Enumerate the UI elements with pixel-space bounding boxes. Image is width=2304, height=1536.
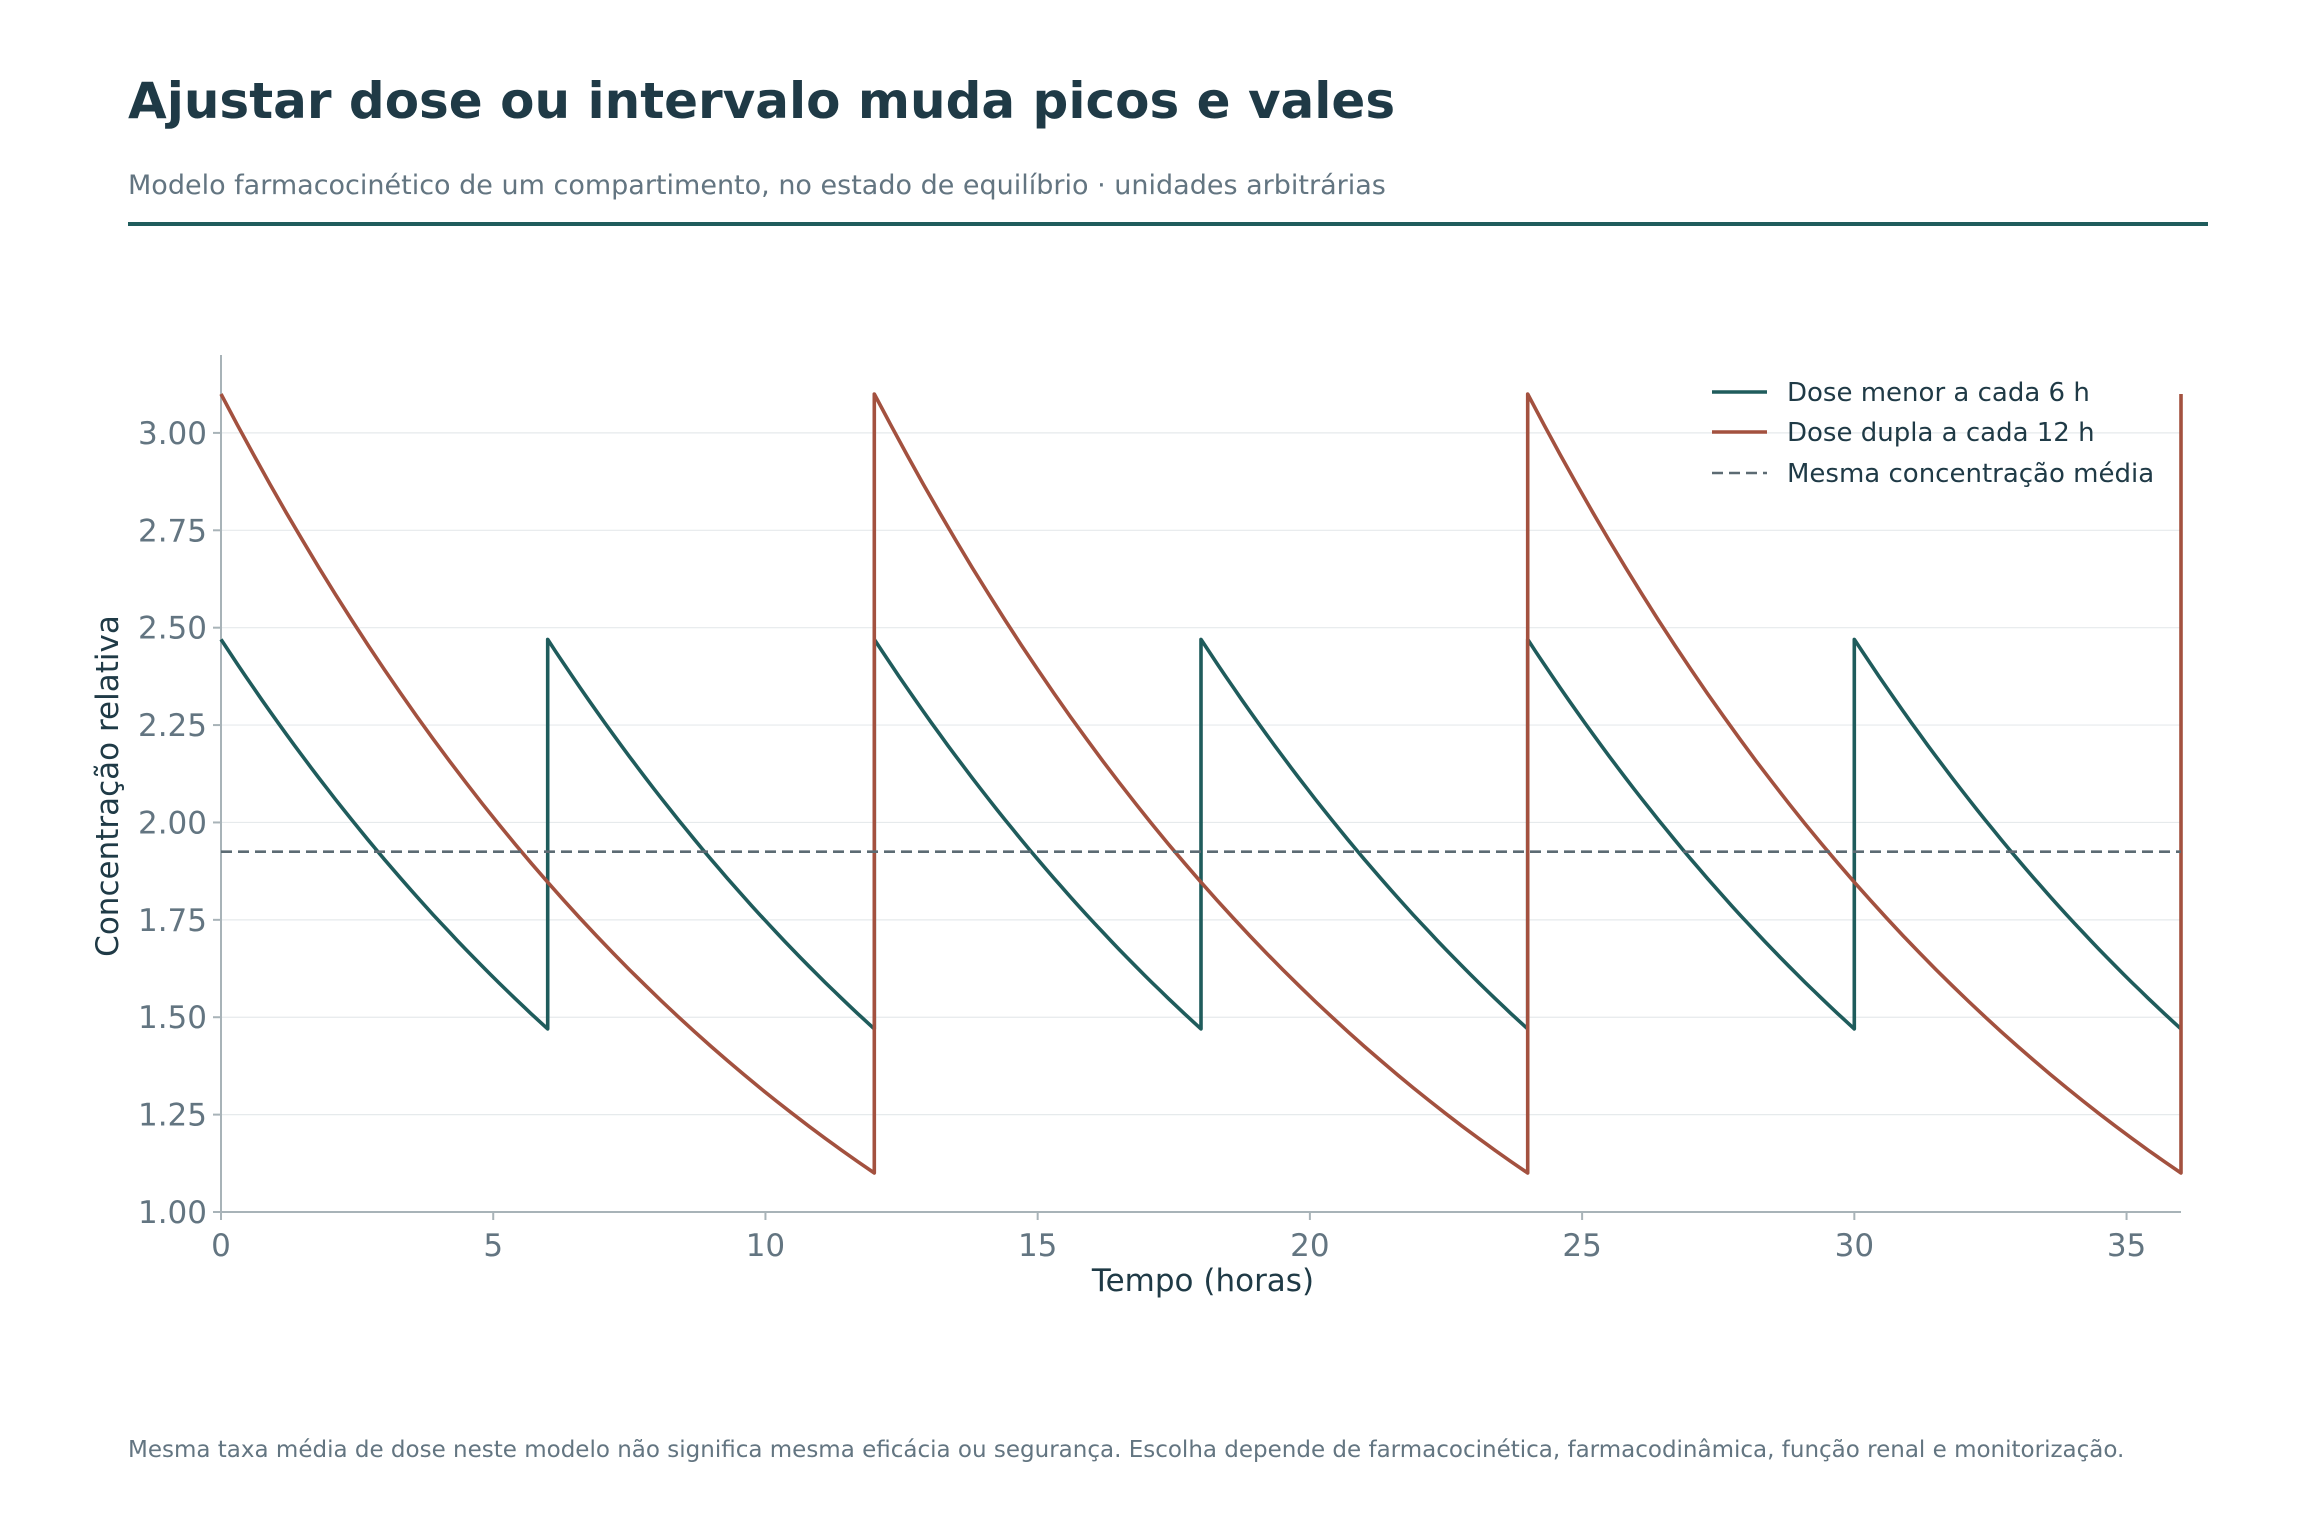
page-subtitle: Modelo farmacocinético de um compartimen… [128,170,1386,201]
series-lines [219,392,2183,1175]
y-tick-label: 2.00 [138,805,207,841]
x-tick-label: 15 [1018,1228,1057,1264]
header-divider [128,222,2208,226]
axes: 1.00 1.25 1.50 1.75 2.00 2.25 2.50 2.75 3.00 0 5 10… [138,355,2181,1264]
legend: Dose menor a cada 6 h Dose dupla a cada 1… [1712,378,2154,489]
y-tick-label: 1.50 [138,1000,207,1036]
legend-label: Dose menor a cada 6 h [1787,378,2090,408]
series-line-12h [219,392,2183,1175]
y-tick-label: 2.75 [138,513,207,549]
x-tick-label: 25 [1562,1228,1601,1264]
x-tick-label: 10 [746,1228,785,1264]
y-tick-label: 1.00 [138,1195,207,1231]
y-tick-label: 3.00 [138,416,207,452]
page-title: Ajustar dose ou intervalo muda picos e v… [128,72,1396,130]
legend-label: Mesma concentração média [1787,459,2154,489]
x-tick-label: 35 [2107,1228,2146,1264]
x-tick-label: 5 [483,1228,503,1264]
legend-label: Dose dupla a cada 12 h [1787,418,2095,448]
series-line-6h [219,637,2183,1031]
x-tick-label: 20 [1290,1228,1329,1264]
footnote: Mesma taxa média de dose neste modelo nã… [128,1437,2125,1463]
y-tick-label: 1.75 [138,903,207,939]
y-axis-label: Concentração relativa [90,615,126,957]
x-axis-label: Tempo (horas) [1091,1263,1314,1299]
x-tick-label: 0 [211,1228,231,1264]
x-tick-label: 30 [1835,1228,1874,1264]
y-tick-label: 2.50 [138,611,207,647]
y-tick-label: 2.25 [138,708,207,744]
y-tick-label: 1.25 [138,1098,207,1134]
